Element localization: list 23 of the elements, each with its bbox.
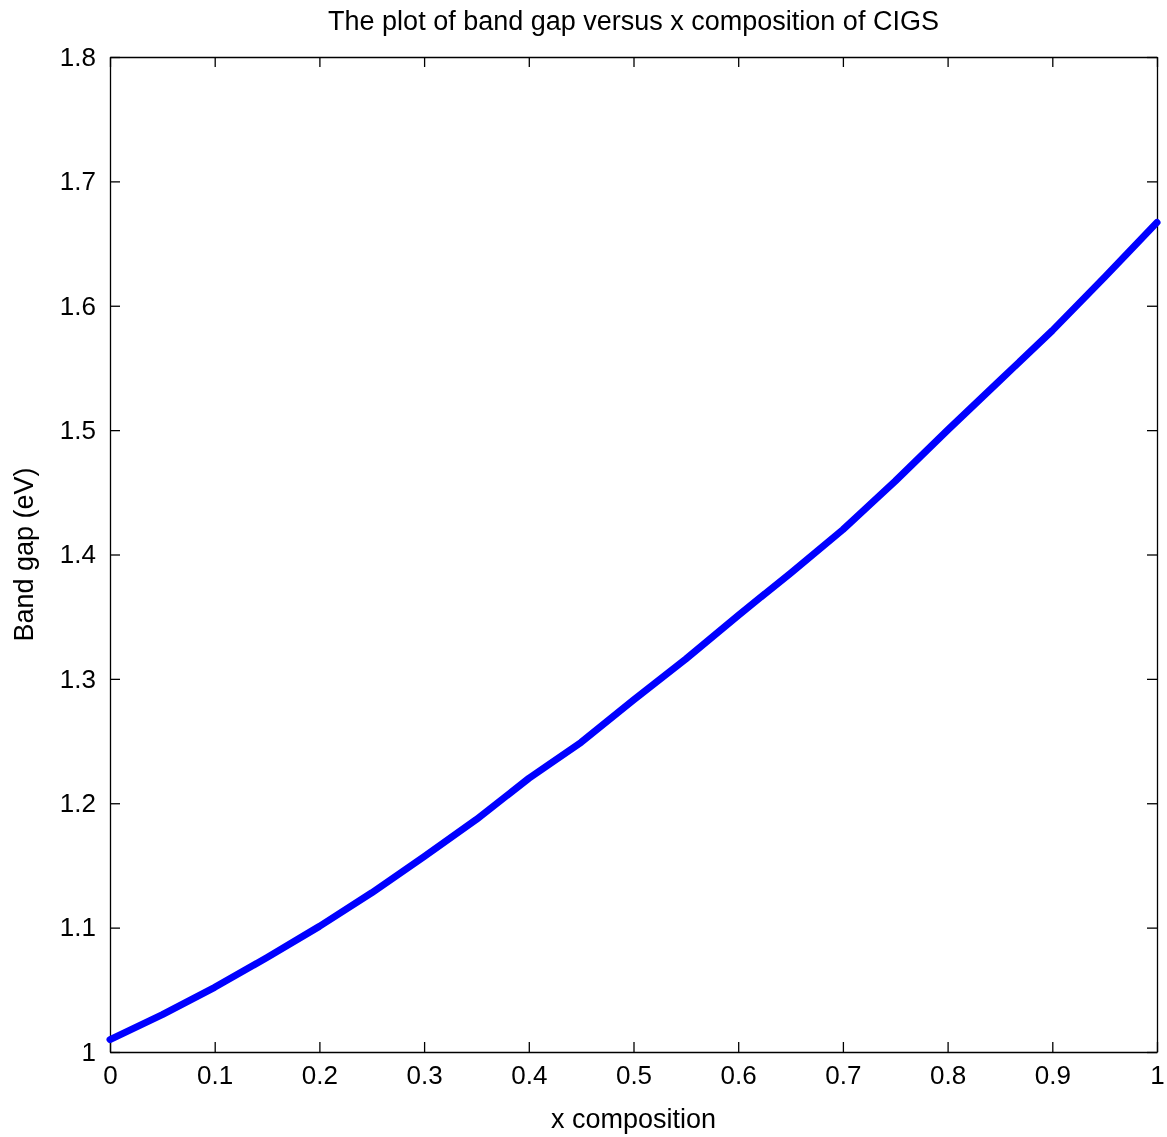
y-tick-label: 1.4 <box>59 539 96 570</box>
x-tick-label: 0.3 <box>406 1060 443 1091</box>
y-tick-label: 1.5 <box>59 414 96 445</box>
x-tick-label: 0.6 <box>720 1060 757 1091</box>
y-tick-label: 1.6 <box>59 290 96 321</box>
x-tick-label: 0.9 <box>1034 1060 1071 1091</box>
y-axis-title: Band gap (eV) <box>9 467 39 642</box>
x-tick-label: 0.4 <box>511 1060 548 1091</box>
y-tick-label: 1.7 <box>59 166 96 197</box>
y-tick-label: 1.3 <box>59 663 96 694</box>
chart-title: The plot of band gap versus x composition of CIGS <box>328 6 939 36</box>
x-tick-label: 1 <box>1150 1060 1165 1091</box>
x-tick-label: 0.1 <box>197 1060 234 1091</box>
y-tick-label: 1.2 <box>59 788 96 819</box>
x-tick-label: 0.5 <box>615 1060 653 1091</box>
y-tick-label: 1.8 <box>59 41 96 72</box>
x-tick-label: 0.8 <box>930 1060 967 1091</box>
x-tick-label: 0 <box>103 1060 118 1091</box>
y-tick-label: 1.1 <box>59 912 96 943</box>
x-tick-label: 0.7 <box>825 1060 862 1091</box>
x-axis-title: x composition <box>550 1104 717 1134</box>
y-tick-label: 1 <box>81 1036 96 1067</box>
x-tick-label: 0.2 <box>301 1060 338 1091</box>
